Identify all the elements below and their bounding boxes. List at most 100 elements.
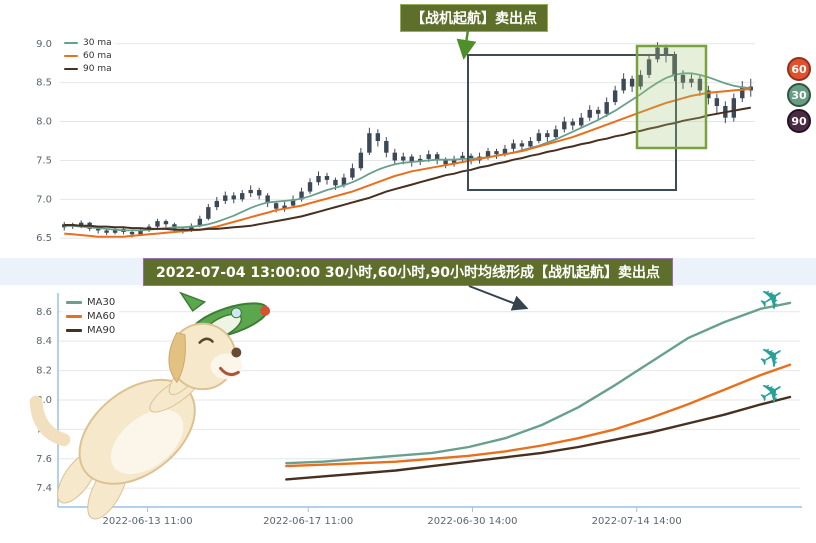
candlestick bbox=[189, 225, 194, 231]
y-axis-tick-label: 6.5 bbox=[36, 233, 52, 244]
y-axis-tick-label: 7.4 bbox=[36, 483, 52, 494]
y-axis-tick-label: 8.6 bbox=[36, 307, 52, 318]
legend-item-90ma[interactable]: 90 ma bbox=[64, 64, 112, 74]
candlestick bbox=[697, 78, 703, 91]
candlestick bbox=[316, 176, 321, 183]
candlestick bbox=[680, 74, 686, 83]
legend-label: MA90 bbox=[87, 325, 116, 336]
candlestick bbox=[612, 90, 618, 103]
candlestick bbox=[443, 160, 448, 165]
annotation-arrow-icon bbox=[456, 29, 477, 60]
y-axis-tick-label: 8.0 bbox=[36, 395, 52, 406]
candlestick bbox=[426, 154, 431, 159]
legend-label: MA60 bbox=[87, 311, 116, 322]
legend-item-30ma[interactable]: 30 ma bbox=[64, 38, 112, 48]
ma30-swatch bbox=[64, 42, 78, 44]
candlestick bbox=[519, 143, 525, 147]
ma60-badge: 60 bbox=[787, 57, 811, 81]
candlestick bbox=[282, 205, 287, 209]
legend-label: 90 ma bbox=[83, 64, 112, 74]
candlestick bbox=[621, 78, 626, 91]
candlestick bbox=[104, 230, 109, 233]
top-chart-legend: 30 ma 60 ma 90 ma bbox=[60, 36, 116, 76]
ma90-badge: 90 bbox=[787, 109, 811, 133]
candlestick bbox=[155, 221, 160, 227]
candlestick bbox=[392, 152, 397, 161]
legend-item-ma90[interactable]: MA90 bbox=[66, 325, 115, 336]
candlestick bbox=[638, 74, 643, 87]
candlestick bbox=[273, 203, 279, 209]
ma30-swatch bbox=[66, 301, 82, 304]
signal-banner-text: 2022-07-04 13:00:00 30小时,60小时,90小时均线形成【战… bbox=[155, 265, 661, 281]
candlestick bbox=[494, 151, 499, 155]
y-axis-tick-label: 8.4 bbox=[36, 336, 52, 347]
candlestick bbox=[587, 109, 592, 118]
candlestick bbox=[663, 47, 669, 56]
signal-highlight-rectangle bbox=[635, 44, 708, 150]
ma60-swatch bbox=[64, 55, 78, 57]
y-axis-tick-label: 9.0 bbox=[36, 39, 52, 50]
candlestick bbox=[596, 109, 601, 114]
candlestick bbox=[451, 158, 457, 165]
candlestick bbox=[375, 133, 381, 141]
candlestick-chart[interactable]: 9.0 8.5 8.0 7.5 7.0 6.5 bbox=[0, 0, 816, 258]
candlestick bbox=[367, 133, 372, 153]
candlestick bbox=[223, 195, 228, 201]
legend-label: 60 ma bbox=[83, 51, 112, 61]
signal-banner: 2022-07-04 13:00:00 30小时,60小时,90小时均线形成【战… bbox=[142, 258, 674, 286]
candlestick bbox=[409, 156, 414, 162]
focus-rectangle bbox=[467, 54, 677, 191]
y-axis-tick-label: 7.5 bbox=[36, 155, 52, 166]
sell-point-annotation-text: 【战机起航】卖出点 bbox=[411, 11, 537, 27]
candlestick bbox=[138, 230, 143, 235]
candlestick bbox=[95, 228, 101, 231]
candlestick-panel: 9.0 8.5 8.0 7.5 7.0 6.5 30 ma 60 ma 90 ma 【战机… bbox=[0, 0, 816, 258]
candlestick bbox=[545, 133, 550, 138]
candlestick bbox=[553, 129, 559, 138]
candlestick bbox=[350, 168, 355, 178]
candlestick bbox=[401, 156, 406, 161]
y-axis-tick-label: 8.5 bbox=[36, 78, 52, 89]
y-axis-tick-label: 7.0 bbox=[36, 194, 52, 205]
candlestick bbox=[689, 78, 694, 83]
candlestick bbox=[240, 193, 245, 200]
legend-item-ma60[interactable]: MA60 bbox=[66, 311, 115, 322]
y-axis-tick-label: 8.0 bbox=[36, 117, 52, 128]
ma90-line bbox=[285, 395, 792, 481]
banner-arrow-icon bbox=[468, 285, 529, 311]
candlestick bbox=[214, 200, 219, 208]
ma-line-panel: 8.6 8.4 8.2 8.0 7.8 7.6 7.4 2022-06-13 11:00 202… bbox=[0, 278, 816, 543]
candlestick bbox=[206, 207, 211, 219]
x-axis-tick-label: 2022-07-14 14:00 bbox=[592, 516, 682, 527]
legend-item-60ma[interactable]: 60 ma bbox=[64, 51, 112, 61]
y-axis-tick-label: 8.2 bbox=[36, 366, 52, 377]
ma90-swatch bbox=[66, 329, 82, 332]
candlestick bbox=[629, 78, 635, 87]
legend-item-ma30[interactable]: MA30 bbox=[66, 297, 115, 308]
ma60-line bbox=[285, 363, 792, 468]
sell-point-annotation: 【战机起航】卖出点 bbox=[400, 4, 548, 32]
ma30-line bbox=[285, 301, 792, 465]
candlestick bbox=[231, 195, 236, 200]
candlestick bbox=[434, 154, 440, 161]
ma90-swatch bbox=[64, 68, 78, 70]
candlestick bbox=[740, 86, 745, 99]
candlestick bbox=[248, 190, 253, 194]
candlestick bbox=[256, 190, 262, 196]
candlestick bbox=[324, 176, 330, 180]
candlestick bbox=[333, 179, 338, 186]
candlestick bbox=[511, 143, 516, 149]
candlestick bbox=[562, 121, 567, 130]
candlestick bbox=[129, 232, 135, 235]
candlestick bbox=[358, 152, 364, 169]
candlestick bbox=[163, 221, 169, 225]
candlestick bbox=[485, 151, 491, 157]
legend-label: 30 ma bbox=[83, 38, 112, 48]
x-axis-tick-label: 2022-06-13 11:00 bbox=[103, 516, 193, 527]
candlestick bbox=[646, 59, 652, 75]
candlestick bbox=[290, 199, 296, 206]
ma60-swatch bbox=[66, 315, 82, 318]
candlestick bbox=[655, 47, 660, 60]
legend-label: MA30 bbox=[87, 297, 116, 308]
candlestick bbox=[731, 98, 737, 118]
